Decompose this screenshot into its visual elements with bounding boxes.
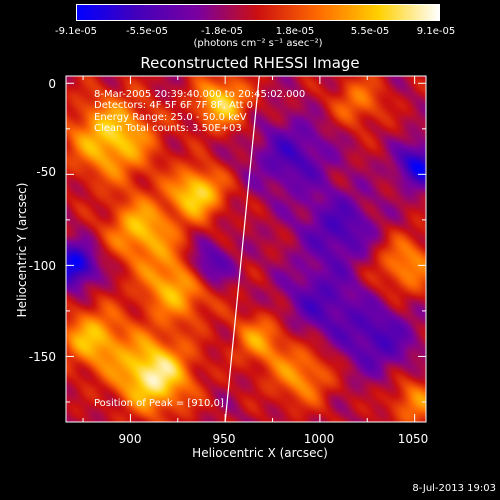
- annotation-peak: Position of Peak = [910,0]: [94, 398, 224, 409]
- colorbar: [76, 4, 440, 21]
- y-axis-label: Heliocentric Y (arcsec): [15, 182, 29, 318]
- x-tick-label: 1000: [303, 432, 335, 446]
- heatmap-canvas: [66, 76, 426, 422]
- colorbar-tick: -9.1e-05: [55, 26, 97, 37]
- colorbar-tick: 9.1e-05: [416, 26, 456, 37]
- annotation-time: 8-Mar-2005 20:39:40.000 to 20:45:02.000: [94, 89, 306, 100]
- annotation-energy: Energy Range: 25.0 - 50.0 keV: [94, 112, 247, 123]
- colorbar-tick: 5.5e-05: [350, 26, 390, 37]
- colorbar-tick: -5.5e-05: [126, 26, 168, 37]
- x-tick-label: 1050: [397, 432, 429, 446]
- chart-title: Reconstructed RHESSI Image: [140, 54, 360, 72]
- footer-date: 8-Jul-2013 19:03: [412, 483, 496, 494]
- colorbar-tick: 1.8e-05: [275, 26, 315, 37]
- plot-frame: [65, 75, 427, 423]
- annotation-detectors: Detectors: 4F 5F 6F 7F 8F, Att 0: [94, 100, 254, 111]
- limb-line: [224, 76, 260, 422]
- x-tick-label: 900: [118, 432, 142, 446]
- y-tick-label: 0: [48, 77, 56, 91]
- colorbar-tick: -1.8e-05: [201, 26, 243, 37]
- colorbar-unit: (photons cm⁻² s⁻¹ asec⁻²): [193, 38, 323, 49]
- x-tick-label: 950: [212, 432, 236, 446]
- x-axis-label: Heliocentric X (arcsec): [192, 446, 328, 460]
- y-tick-label: -150: [28, 350, 56, 364]
- annotation-clean: Clean Total counts: 3.50E+03: [94, 123, 242, 134]
- y-tick-label: -50: [36, 165, 56, 179]
- y-tick-label: -100: [28, 259, 56, 273]
